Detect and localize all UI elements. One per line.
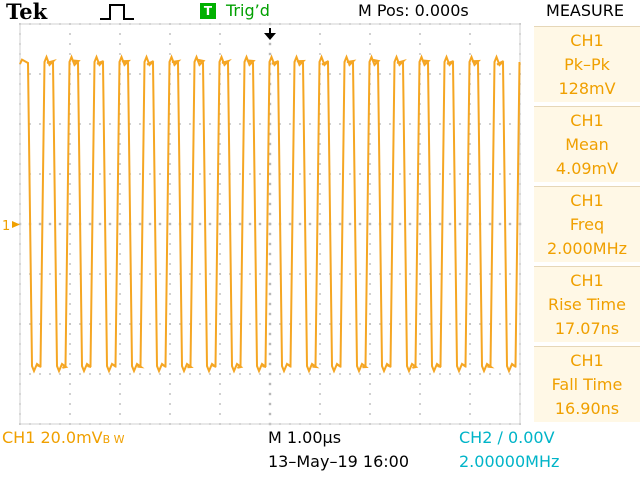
trigger-frequency: 2.00000MHz [459,452,560,471]
measure-value: 4.09mV [555,159,619,178]
horizontal-position: M Pos: 0.000s [358,1,469,20]
measure-source: CH1 [570,271,604,290]
measure-source: CH1 [570,111,604,130]
measure-source: CH1 [570,351,604,370]
ch1-marker-label: 1 [2,219,10,234]
measure-type: Mean [565,135,609,154]
measure-menu-title: MEASURE [546,1,624,20]
measure-slot-4[interactable]: CH1 Rise Time 17.07ns [534,266,640,342]
date-time: 13–May–19 16:00 [268,452,409,471]
measure-type: Pk–Pk [564,55,610,74]
ch1-scale-readout: CH1 20.0mVB W [2,428,125,450]
ch1-scale-value: CH1 20.0mV [2,428,103,447]
measure-value: 2.000MHz [546,239,628,258]
measure-source: CH1 [570,191,604,210]
timebase-readout: M 1.00µs [268,428,342,447]
graticule [18,22,522,426]
measure-type: Freq [569,215,605,234]
ch1-ground-marker: 1 [2,219,20,234]
trigger-status: Trig’d [226,1,270,20]
trigger-readout: CH2 ∕ 0.00V [459,428,555,447]
pulse-icon [100,4,134,20]
measure-slot-2[interactable]: CH1 Mean 4.09mV [534,106,640,182]
measure-value: 17.07ns [554,319,620,338]
measure-value: 128mV [558,79,616,98]
measure-menu: MEASURE CH1 Pk–Pk 128mV CH1 Mean 4.09mV … [530,0,640,426]
status-bar: Tek T Trig’d M Pos: 0.000s [0,0,530,24]
measure-source: CH1 [570,31,604,50]
measure-type: Rise Time [548,295,626,314]
measure-slot-5[interactable]: CH1 Fall Time 16.90ns [534,346,640,422]
measure-type: Fall Time [551,375,623,394]
measure-slot-3[interactable]: CH1 Freq 2.000MHz [534,186,640,262]
measure-slot-1[interactable]: CH1 Pk–Pk 128mV [534,26,640,102]
trigger-badge: T [200,3,216,19]
ch1-trace [19,54,521,374]
trigger-position-icon [264,28,276,40]
bandwidth-limit-badge: B W [102,433,125,446]
measure-value: 16.90ns [554,399,620,418]
brand-logo: Tek [6,0,48,24]
